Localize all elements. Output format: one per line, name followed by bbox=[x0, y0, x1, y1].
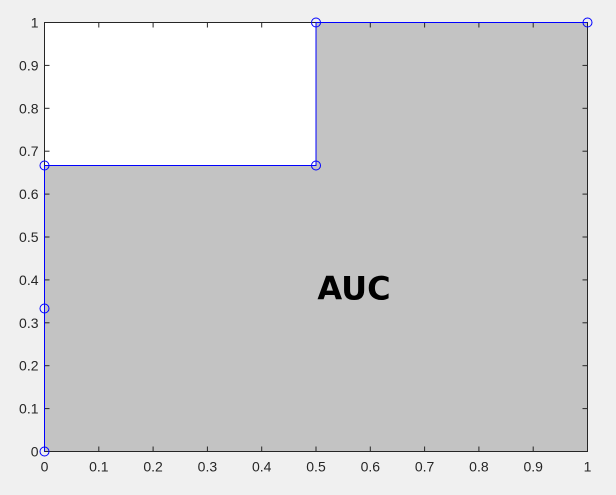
x-tick-label: 0.1 bbox=[89, 459, 109, 475]
y-tick-label: 0.6 bbox=[19, 186, 39, 202]
x-tick-label: 0.2 bbox=[143, 459, 163, 475]
roc-point bbox=[39, 446, 50, 457]
y-tick-label: 0.1 bbox=[19, 401, 39, 417]
x-tick-label: 1 bbox=[584, 459, 592, 475]
x-tick-label: 0.4 bbox=[252, 459, 272, 475]
y-tick-label: 0.7 bbox=[19, 143, 39, 159]
roc-point bbox=[311, 17, 321, 28]
y-tick-label: 1 bbox=[31, 15, 39, 31]
x-tick-label: 0.9 bbox=[523, 459, 543, 475]
x-tick-label: 0.3 bbox=[198, 459, 218, 475]
x-tick-label: 0.6 bbox=[361, 459, 381, 475]
auc-area bbox=[44, 22, 588, 452]
y-tick-label: 0.5 bbox=[19, 229, 39, 245]
y-tick-label: 0.9 bbox=[19, 57, 39, 73]
x-tick-label: 0.5 bbox=[306, 459, 326, 475]
y-tick-label: 0.8 bbox=[19, 100, 39, 116]
y-tick-label: 0 bbox=[31, 444, 39, 460]
roc-point bbox=[39, 303, 50, 314]
x-axis: 0 0.1 0.2 0.3 0.4 0.5 0.6 0.7 0.8 0.9 1 bbox=[41, 22, 592, 475]
y-tick-label: 0.4 bbox=[19, 272, 39, 288]
roc-point bbox=[582, 17, 593, 28]
x-tick-label: 0.7 bbox=[415, 459, 435, 475]
roc-point bbox=[39, 160, 50, 171]
y-tick-label: 0.3 bbox=[19, 315, 39, 331]
roc-curve-line bbox=[44, 22, 588, 452]
x-tick-label: 0.8 bbox=[469, 459, 489, 475]
y-tick-label: 0.2 bbox=[19, 358, 39, 374]
y-axis: 0 0.1 0.2 0.3 0.4 0.5 0.6 0.7 0.8 0.9 1 bbox=[19, 15, 588, 460]
auc-annotation: AUC bbox=[317, 269, 390, 307]
roc-markers bbox=[39, 17, 593, 457]
x-tick-label: 0 bbox=[41, 459, 49, 475]
roc-point bbox=[311, 160, 321, 171]
